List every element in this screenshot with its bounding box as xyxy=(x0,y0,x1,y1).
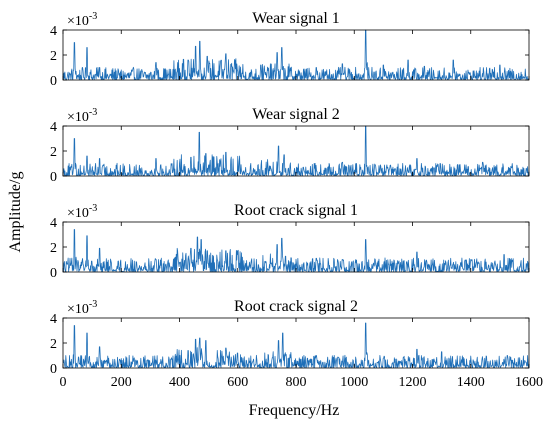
y-multiplier-base: ×10 xyxy=(67,14,89,29)
y-tick-label: 2 xyxy=(50,241,57,256)
y-multiplier-base: ×10 xyxy=(67,110,89,125)
panel-title: Wear signal 2 xyxy=(252,106,340,123)
x-tick-label: 1000 xyxy=(340,375,368,390)
x-tick-label: 400 xyxy=(169,375,190,390)
y-tick-label: 2 xyxy=(50,145,57,160)
y-tick-label: 0 xyxy=(50,362,57,377)
x-tick-label: 600 xyxy=(227,375,248,390)
signal-trace xyxy=(62,229,530,273)
y-tick-label: 4 xyxy=(50,120,57,135)
y-multiplier-exponent: -3 xyxy=(89,107,97,118)
x-tick-label: 1600 xyxy=(515,375,543,390)
y-tick-label: 4 xyxy=(50,24,57,39)
x-tick-label: 1200 xyxy=(399,375,427,390)
y-multiplier-base: ×10 xyxy=(67,206,89,221)
y-multiplier: ×10-3 xyxy=(67,203,97,221)
panel-1: Wear signal 1 ×10-3 0 2 4 xyxy=(50,10,530,89)
y-tick-label: 4 xyxy=(50,216,57,231)
x-tick-label: 1400 xyxy=(457,375,485,390)
signal-trace xyxy=(62,125,530,177)
x-axis-label: Frequency/Hz xyxy=(249,402,340,419)
y-multiplier-exponent: -3 xyxy=(89,11,97,22)
x-tick-label: 0 xyxy=(60,375,67,390)
y-tick-label: 0 xyxy=(50,170,57,185)
panel-2: Wear signal 2 ×10-3 0 2 4 xyxy=(50,106,530,185)
y-multiplier-base: ×10 xyxy=(67,302,89,317)
y-tick-label: 2 xyxy=(50,49,57,64)
y-multiplier: ×10-3 xyxy=(67,11,97,29)
panel-title: Root crack signal 1 xyxy=(234,202,358,219)
signal-trace xyxy=(62,322,530,369)
panel-title: Root crack signal 2 xyxy=(234,298,358,315)
y-tick-label: 2 xyxy=(50,337,57,352)
y-tick-label: 4 xyxy=(50,312,57,327)
y-axis-label: Amplitude/g xyxy=(7,172,24,253)
panel-4: Root crack signal 2 ×10-3 0 2 4 0 200 400 600 800… xyxy=(50,298,543,390)
signal-trace xyxy=(62,29,530,81)
y-tick-label: 0 xyxy=(50,266,57,281)
panel-3: Root crack signal 1 ×10-3 0 2 4 xyxy=(50,202,530,281)
y-tick-label: 0 xyxy=(50,74,57,89)
y-multiplier-exponent: -3 xyxy=(89,203,97,214)
y-multiplier-exponent: -3 xyxy=(89,299,97,310)
y-multiplier: ×10-3 xyxy=(67,299,97,317)
panel-title: Wear signal 1 xyxy=(252,10,340,27)
y-multiplier: ×10-3 xyxy=(67,107,97,125)
x-tick-label: 200 xyxy=(111,375,132,390)
x-tick-label: 800 xyxy=(286,375,307,390)
